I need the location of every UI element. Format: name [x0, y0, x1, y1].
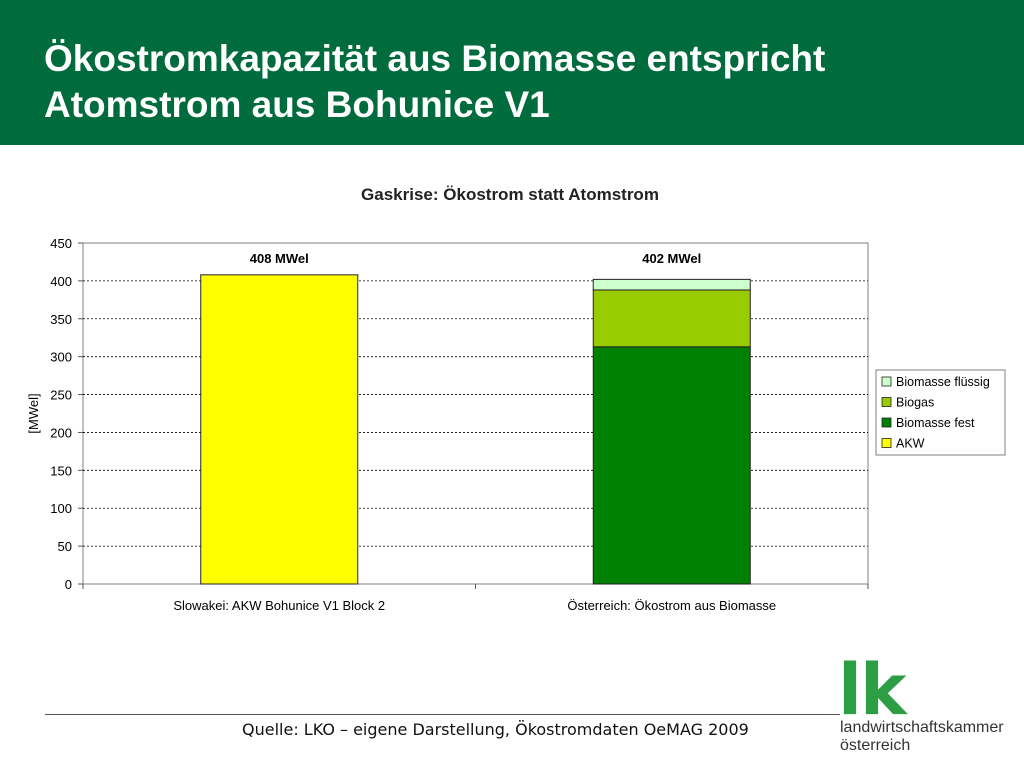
legend-label: Biomasse fest	[896, 416, 975, 430]
chart-title: Gaskrise: Ökostrom statt Atomstrom	[361, 185, 659, 204]
y-tick-label: 100	[50, 501, 72, 516]
page-title-line1: Ökostromkapazität aus Biomasse entsprich…	[44, 38, 826, 79]
logo-mark: lk	[838, 649, 907, 731]
footer-divider	[45, 714, 840, 715]
y-tick-label: 450	[50, 236, 72, 251]
bar-akw	[200, 274, 359, 585]
lk-logo: lk landwirtschaftskammer österreich	[838, 650, 1013, 768]
legend-swatch	[881, 438, 892, 448]
stacked-bar-chart: 0 50 100 150 200 250 300 350 400 450 [MWel] 408 MWe…	[26, 236, 1006, 613]
page-title-line2: Atomstrom aus Bohunice V1	[44, 84, 550, 125]
logo-text-line2: österreich	[840, 737, 911, 754]
bar-biomasse-fl-ssig	[592, 278, 751, 291]
legend-swatch	[881, 376, 892, 387]
legend-label: Biomasse flüssig	[896, 375, 990, 389]
y-tick-label: 50	[58, 539, 72, 554]
legend-box	[875, 369, 1006, 456]
y-tick-label: 350	[50, 312, 72, 327]
bar-total-label: 402 MWel	[642, 251, 701, 266]
bar-total-label: 408 MWel	[250, 251, 309, 266]
y-axis-label: [MWel]	[26, 393, 41, 433]
logo-text-line1: landwirtschaftskammer	[840, 719, 1004, 736]
y-tick-label: 250	[50, 388, 72, 403]
bar-biomasse-fest	[592, 346, 751, 585]
legend-label: AKW	[896, 437, 925, 451]
header-bar: Ökostromkapazität aus Biomasse entsprich…	[0, 0, 1024, 145]
y-tick-label: 0	[65, 577, 72, 592]
y-tick-label: 200	[50, 425, 72, 440]
page-title: Ökostromkapazität aus Biomasse entsprich…	[44, 36, 1004, 128]
x-category-label: Slowakei: AKW Bohunice V1 Block 2	[173, 598, 385, 613]
legend-label: Biogas	[896, 396, 934, 410]
logo-text: landwirtschaftskammer österreich	[840, 719, 1004, 755]
y-tick-label: 400	[50, 274, 72, 289]
bar-biogas	[592, 289, 751, 348]
source-note: Quelle: LKO – eigene Darstellung, Ökostr…	[242, 720, 749, 739]
legend-swatch	[881, 417, 892, 428]
y-tick-label: 150	[50, 463, 72, 478]
y-tick-label: 300	[50, 350, 72, 365]
legend-swatch	[881, 397, 892, 407]
x-category-label: Österreich: Ökostrom aus Biomasse	[567, 598, 776, 613]
